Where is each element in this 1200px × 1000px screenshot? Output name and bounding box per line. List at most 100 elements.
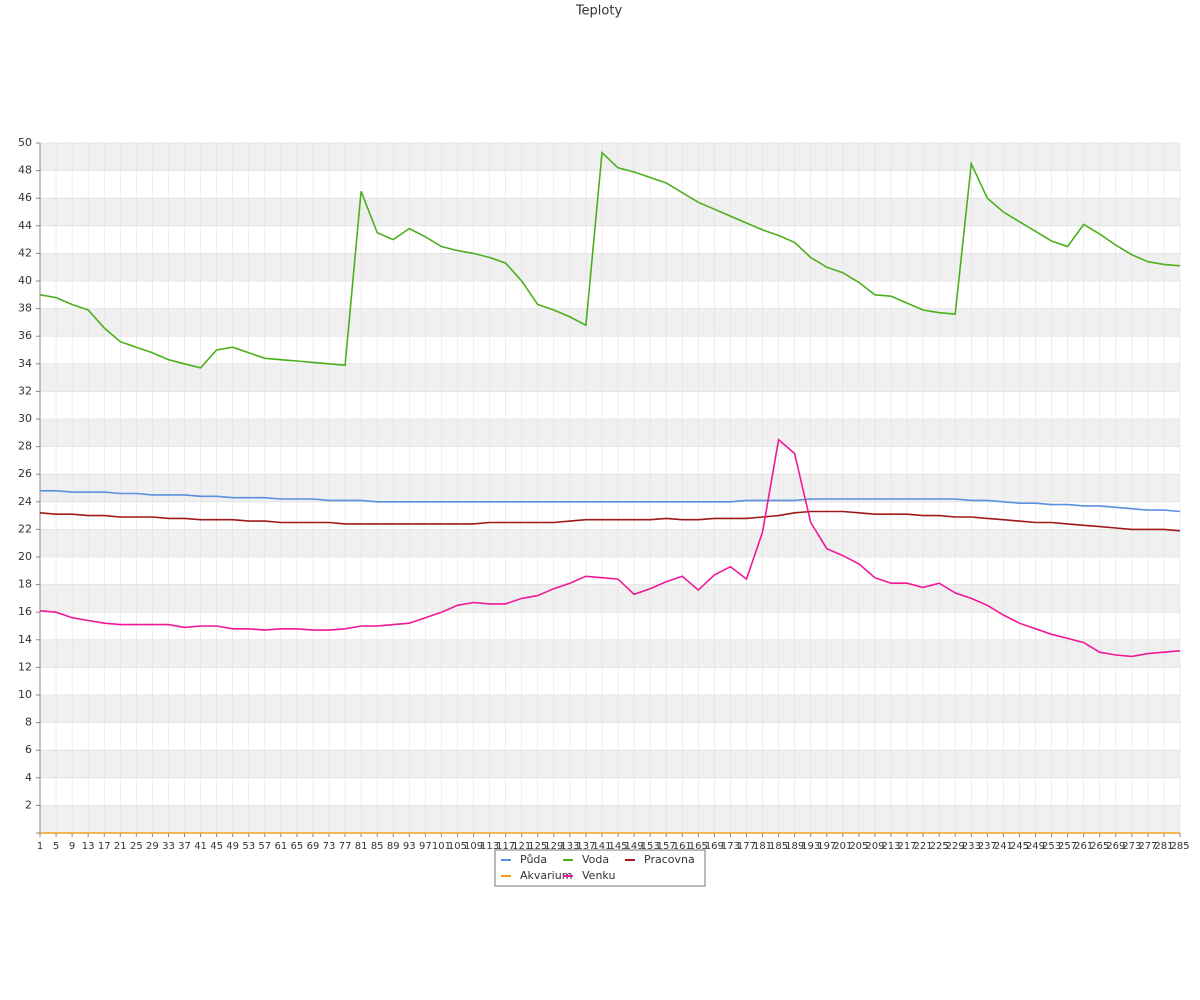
x-tick-label: 265 bbox=[1090, 841, 1109, 852]
series-line bbox=[40, 490, 1181, 513]
grid-band bbox=[40, 308, 1180, 337]
x-tick-label: 225 bbox=[930, 841, 949, 852]
y-tick-label: 20 bbox=[18, 550, 32, 563]
x-tick-label: 177 bbox=[737, 841, 756, 852]
x-tick-label: 189 bbox=[785, 841, 804, 852]
x-tick-label: 261 bbox=[1074, 841, 1093, 852]
x-tick-label: 229 bbox=[946, 841, 965, 852]
legend-label: Půda bbox=[520, 853, 547, 866]
x-tick-label: 281 bbox=[1154, 841, 1173, 852]
y-tick-label: 34 bbox=[18, 357, 32, 370]
x-tick-label: 221 bbox=[914, 841, 933, 852]
legend-label: Akvarium bbox=[520, 869, 572, 882]
x-tick-label: 245 bbox=[1010, 841, 1029, 852]
y-tick-label: 10 bbox=[18, 688, 32, 701]
x-tick-label: 25 bbox=[130, 841, 143, 852]
x-tick-label: 13 bbox=[82, 841, 95, 852]
y-tick-label: 2 bbox=[25, 798, 32, 811]
legend-label: Venku bbox=[582, 869, 615, 882]
grid-band bbox=[40, 363, 1180, 392]
x-tick-label: 161 bbox=[673, 841, 692, 852]
grid-band bbox=[40, 253, 1180, 281]
x-tick-label: 165 bbox=[689, 841, 708, 852]
x-tick-label: 17 bbox=[98, 841, 111, 852]
x-tick-label: 129 bbox=[544, 841, 563, 852]
x-tick-label: 257 bbox=[1058, 841, 1077, 852]
x-tick-label: 97 bbox=[419, 841, 432, 852]
x-tick-label: 201 bbox=[833, 841, 852, 852]
grid-band bbox=[40, 529, 1180, 557]
x-tick-label: 249 bbox=[1026, 841, 1045, 852]
x-tick-label: 145 bbox=[608, 841, 627, 852]
series-line bbox=[39, 150, 1181, 369]
x-tick-label: 277 bbox=[1138, 841, 1157, 852]
x-tick-label: 101 bbox=[432, 841, 451, 852]
x-tick-label: 205 bbox=[849, 841, 868, 852]
x-tick-label: 89 bbox=[387, 841, 400, 852]
y-tick-label: 30 bbox=[18, 412, 32, 425]
grid-band bbox=[40, 419, 1180, 447]
x-tick-label: 253 bbox=[1042, 841, 1061, 852]
x-tick-label: 137 bbox=[576, 841, 595, 852]
y-tick-label: 26 bbox=[18, 467, 32, 480]
grid-band bbox=[40, 750, 1180, 778]
x-tick-label: 1 bbox=[37, 841, 43, 852]
x-tick-label: 157 bbox=[657, 841, 676, 852]
y-tick-label: 28 bbox=[18, 440, 32, 453]
y-tick-label: 44 bbox=[18, 219, 32, 232]
x-tick-label: 197 bbox=[817, 841, 836, 852]
x-tick-label: 21 bbox=[114, 841, 127, 852]
x-tick-label: 149 bbox=[625, 841, 644, 852]
y-tick-label: 46 bbox=[18, 191, 32, 204]
y-tick-label: 48 bbox=[18, 164, 32, 177]
chart-title: Teploty bbox=[575, 4, 623, 19]
y-tick-label: 36 bbox=[18, 329, 32, 342]
y-tick-label: 18 bbox=[18, 578, 32, 591]
x-tick-label: 237 bbox=[978, 841, 997, 852]
x-tick-label: 217 bbox=[897, 841, 916, 852]
x-tick-label: 73 bbox=[323, 841, 336, 852]
x-tick-label: 185 bbox=[769, 841, 788, 852]
x-tick-label: 141 bbox=[592, 841, 611, 852]
y-tick-label: 40 bbox=[18, 274, 32, 287]
x-tick-label: 9 bbox=[69, 841, 75, 852]
x-tick-label: 77 bbox=[339, 841, 352, 852]
x-tick-label: 213 bbox=[881, 841, 900, 852]
x-tick-label: 169 bbox=[705, 841, 724, 852]
x-tick-label: 233 bbox=[962, 841, 981, 852]
x-tick-label: 37 bbox=[178, 841, 191, 852]
y-tick-label: 16 bbox=[18, 605, 32, 618]
x-tick-label: 33 bbox=[162, 841, 175, 852]
y-tick-label: 32 bbox=[18, 384, 32, 397]
x-tick-label: 273 bbox=[1122, 841, 1141, 852]
series-line bbox=[39, 510, 1181, 532]
x-tick-label: 209 bbox=[865, 841, 884, 852]
y-tick-label: 4 bbox=[25, 771, 32, 784]
y-tick-label: 50 bbox=[18, 136, 32, 149]
x-tick-label: 109 bbox=[464, 841, 483, 852]
y-tick-label: 24 bbox=[18, 495, 32, 508]
y-tick-label: 6 bbox=[25, 743, 32, 756]
x-tick-label: 85 bbox=[371, 841, 384, 852]
x-tick-label: 285 bbox=[1170, 841, 1189, 852]
x-tick-label: 105 bbox=[448, 841, 467, 852]
grid-band bbox=[40, 198, 1180, 226]
grid-band bbox=[40, 584, 1180, 613]
legend-label: Voda bbox=[582, 853, 609, 866]
x-tick-label: 193 bbox=[801, 841, 820, 852]
x-tick-label: 269 bbox=[1106, 841, 1125, 852]
y-tick-label: 14 bbox=[18, 633, 32, 646]
x-tick-label: 81 bbox=[355, 841, 368, 852]
x-tick-label: 241 bbox=[994, 841, 1013, 852]
x-tick-label: 53 bbox=[242, 841, 255, 852]
x-tick-label: 121 bbox=[512, 841, 531, 852]
series-line bbox=[39, 438, 1181, 658]
x-tick-label: 113 bbox=[480, 841, 499, 852]
x-tick-label: 173 bbox=[721, 841, 740, 852]
x-tick-label: 133 bbox=[560, 841, 579, 852]
y-tick-label: 38 bbox=[18, 302, 32, 315]
grid-band bbox=[40, 805, 1180, 833]
x-tick-label: 41 bbox=[194, 841, 207, 852]
y-tick-label: 42 bbox=[18, 246, 32, 259]
